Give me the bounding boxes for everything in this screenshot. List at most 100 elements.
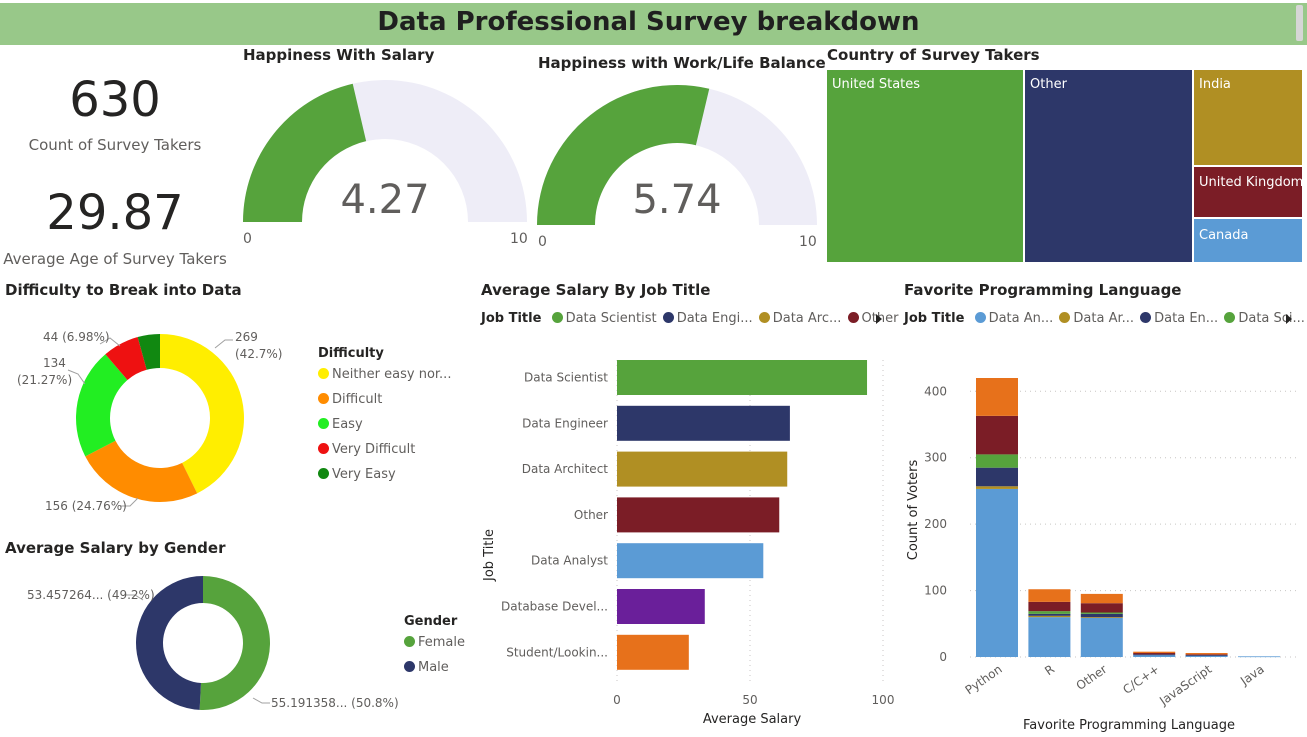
job-salary-legend-next-icon[interactable] [874, 313, 884, 325]
difficulty-legend-item[interactable]: Difficult [318, 392, 451, 407]
language-chart: 0 100 200 300 400 Python R Other C/C++JavaScrip… [906, 378, 1300, 733]
language-category-label: R [1042, 662, 1057, 678]
gauge-salary: 4.27 0 10 [243, 80, 528, 247]
job-salary-bar-data-engineer[interactable] [617, 405, 790, 441]
language-bar-c-c-student-looking-none[interactable] [1133, 651, 1176, 654]
language-bar-python-other[interactable] [976, 415, 1018, 455]
job-salary-bar-student-lookin[interactable] [617, 634, 689, 670]
gender-slice-female[interactable] [199, 576, 271, 710]
gauge-worklife-min: 0 [538, 234, 547, 250]
treemap-label-united-kingdom: United Kingdom [1199, 175, 1303, 190]
difficulty-legend-item[interactable]: Neither easy nor... [318, 367, 451, 382]
language-bar-python-data-analyst[interactable] [976, 488, 1018, 657]
difficulty-slice-very-difficult[interactable] [105, 337, 147, 381]
job-salary-chart: Data Scientist Data Engineer Data Architec… [482, 360, 894, 727]
language-bar-r-data-analyst[interactable] [1028, 617, 1071, 657]
scrollbar[interactable] [1296, 5, 1303, 41]
job-salary-legend-item[interactable]: Data Scientist [551, 311, 657, 326]
job-salary-x-tick: 50 [742, 693, 757, 707]
language-legend-title: Job Title [904, 311, 965, 326]
language-bar-other-data-analyst[interactable] [1080, 617, 1123, 657]
difficulty-legend-item[interactable]: Very Easy [318, 467, 451, 482]
gauge-salary-max: 10 [510, 231, 528, 247]
difficulty-legend-title: Difficulty [318, 346, 384, 361]
language-y-tick: 200 [924, 517, 947, 531]
gauge-worklife-value: 5.74 [632, 177, 721, 223]
language-bar-c-c-data-engineer[interactable] [1133, 654, 1176, 656]
job-salary-category-labels: Data Scientist Data Engineer Data Architec… [501, 371, 608, 660]
language-legend-item[interactable]: Data An... [974, 311, 1053, 326]
title-bar: Data Professional Survey breakdown [0, 3, 1307, 45]
language-bar-c-c-other[interactable] [1133, 653, 1176, 655]
language-bar-javascript-data-analyst[interactable] [1185, 655, 1228, 657]
language-bar-other-student-looking-none[interactable] [1080, 593, 1123, 604]
job-salary-legend-item[interactable]: Other [847, 311, 898, 326]
language-y-tick: 100 [924, 584, 947, 598]
difficulty-slice-difficult[interactable] [85, 440, 198, 502]
language-gridlines [970, 390, 1300, 658]
language-legend: Job Title Data An... Data Ar... Data En.… [904, 311, 1305, 326]
language-bar-javascript-data-engineer[interactable] [1185, 655, 1228, 656]
difficulty-legend-label: Very Difficult [332, 442, 416, 457]
language-category-label: JavaScript [1156, 662, 1214, 709]
language-bar-javascript-other[interactable] [1185, 654, 1228, 656]
language-legend-next-icon[interactable] [1284, 313, 1294, 325]
language-title: Favorite Programming Language [904, 281, 1182, 299]
treemap-tile-canada[interactable] [1194, 219, 1302, 262]
difficulty-legend-label: Neither easy nor... [332, 367, 452, 382]
gender-legend-item[interactable]: Female [404, 635, 465, 650]
language-bar-c-c-data-analyst[interactable] [1133, 655, 1176, 657]
gender-legend-label: Male [418, 660, 449, 675]
language-bar-python-student-looking-none[interactable] [976, 378, 1018, 416]
language-legend-item[interactable]: Data Sci... [1224, 311, 1305, 326]
treemap-tile-india[interactable] [1194, 70, 1302, 165]
language-bar-r-other[interactable] [1028, 601, 1071, 612]
treemap-tile-united-states[interactable] [827, 70, 1023, 262]
language-y-tick: 300 [924, 451, 947, 465]
difficulty-legend-label: Very Easy [332, 467, 396, 482]
language-category-labels: Python R Other C/C++JavaScript Java [963, 662, 1267, 709]
language-bar-other-data-scientist[interactable] [1080, 612, 1123, 614]
job-salary-bar-data-architect[interactable] [617, 451, 788, 487]
difficulty-legend-item[interactable]: Easy [318, 417, 451, 432]
language-bar-python-data-engineer[interactable] [976, 467, 1018, 487]
kpi-count-label: Count of Survey Takers [28, 136, 202, 154]
job-salary-bar-data-analyst[interactable] [617, 543, 764, 579]
difficulty-legend-item[interactable]: Very Difficult [318, 442, 451, 457]
job-salary-legend: Job Title Data Scientist Data Engi... Da… [481, 311, 898, 326]
treemap-tile-united-kingdom[interactable] [1194, 167, 1302, 217]
treemap-tile-other[interactable] [1025, 70, 1192, 262]
language-bar-r-data-scientist[interactable] [1028, 611, 1071, 614]
language-bar-r-data-engineer[interactable] [1028, 613, 1071, 616]
job-salary-legend-item[interactable]: Data Arc... [758, 311, 841, 326]
gender-slice-male[interactable] [136, 576, 203, 710]
language-legend-item[interactable]: Data Ar... [1059, 311, 1134, 326]
job-salary-bars [617, 360, 868, 670]
language-bar-other-data-architect[interactable] [1080, 617, 1123, 618]
gender-legend-item[interactable]: Male [404, 660, 465, 675]
difficulty-slices [76, 334, 244, 502]
language-bar-other-other[interactable] [1080, 603, 1123, 613]
language-bar-r-student-looking-none[interactable] [1028, 589, 1071, 602]
language-bar-r-data-architect[interactable] [1028, 615, 1071, 618]
gauge-salary-value: 4.27 [340, 177, 429, 223]
job-salary-bar-other[interactable] [617, 497, 780, 533]
language-bar-java-data-analyst[interactable] [1238, 656, 1280, 658]
language-legend-item[interactable]: Data En... [1140, 311, 1218, 326]
language-category-label: Python [963, 662, 1005, 697]
difficulty-slice-easy[interactable] [76, 354, 128, 457]
kpi-age-value: 29.87 [46, 185, 184, 241]
language-bar-python-data-architect[interactable] [976, 486, 1018, 489]
job-salary-bar-data-scientist[interactable] [617, 360, 868, 395]
difficulty-legend-label: Difficult [332, 392, 383, 407]
difficulty-slice-neither-easy-nor-difficult[interactable] [160, 334, 244, 494]
job-salary-bar-database-devel[interactable] [617, 589, 705, 624]
difficulty-slice-very-easy[interactable] [137, 334, 160, 370]
language-bar-other-data-engineer[interactable] [1080, 613, 1123, 618]
language-bar-python-data-scientist[interactable] [976, 454, 1018, 468]
job-salary-x-ticks: 0 50 100 [613, 693, 894, 707]
language-bar-javascript-student-looking-none[interactable] [1185, 653, 1228, 655]
job-salary-legend-item[interactable]: Data Engi... [662, 311, 753, 326]
gauge-salary-min: 0 [243, 231, 252, 247]
gauge-salary-title: Happiness With Salary [243, 46, 435, 64]
